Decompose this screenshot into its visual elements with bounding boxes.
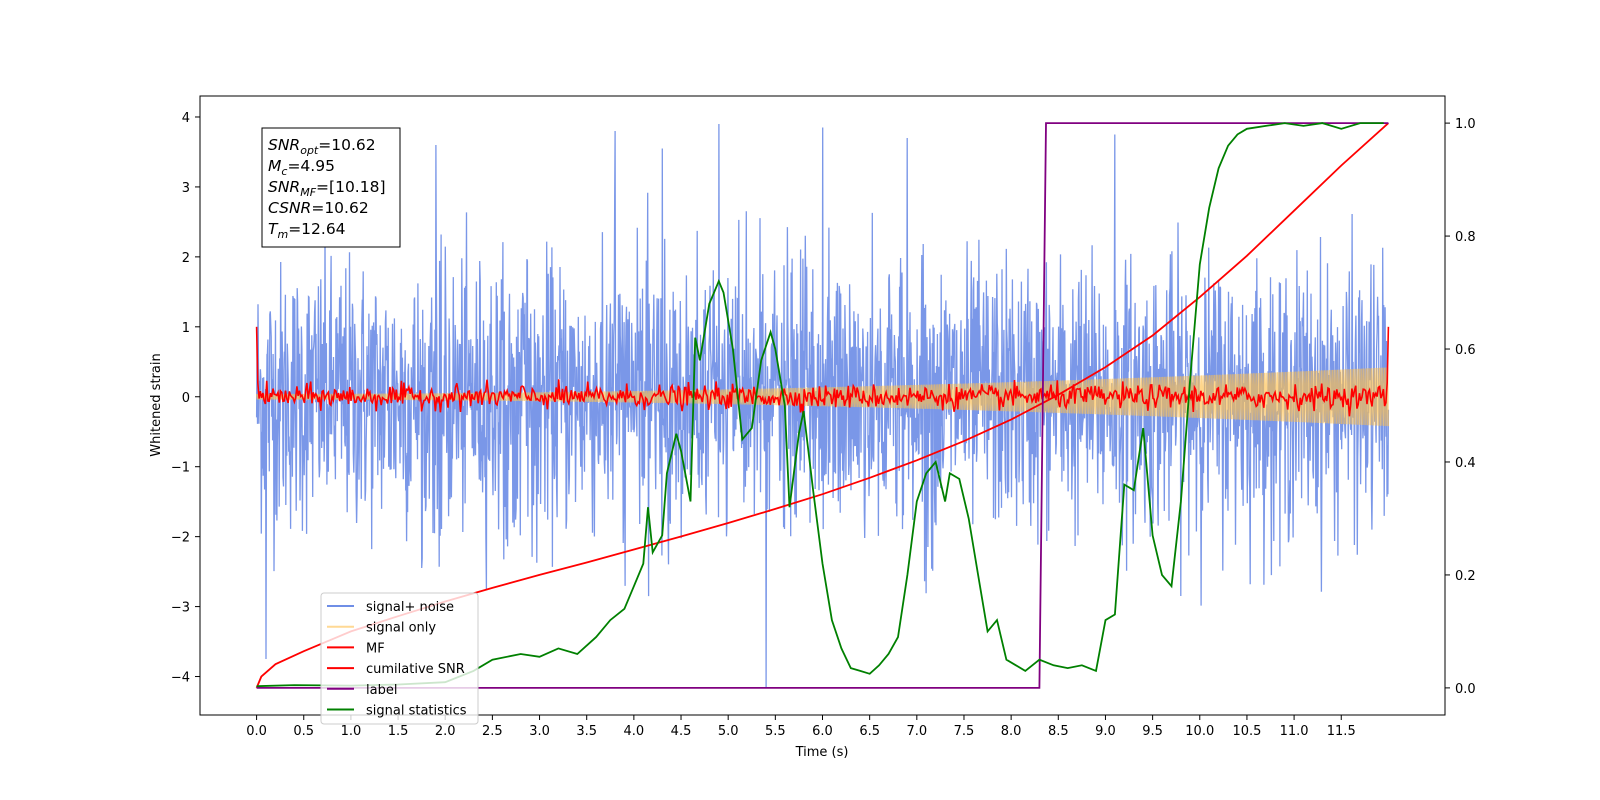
x-tick-label: 11.0: [1280, 724, 1309, 739]
x-tick-label: 4.5: [671, 724, 692, 739]
x-tick-label: 1.0: [341, 724, 362, 739]
y-tick-label-left: 1: [182, 321, 190, 336]
x-tick-label: 3.5: [576, 724, 597, 739]
series-mf: [255, 326, 1390, 417]
y-tick-label-left: 3: [182, 181, 190, 196]
y-tick-label-right: 0.0: [1455, 682, 1476, 697]
x-tick-label: 8.5: [1048, 724, 1069, 739]
series-label: [256, 122, 1389, 689]
info-line: Tm=12.64: [268, 220, 346, 241]
x-tick-label: 7.5: [954, 724, 975, 739]
y-tick-label-right: 0.6: [1455, 343, 1476, 358]
series-signal-noise: [255, 123, 1390, 688]
legend-label: cumilative SNR: [366, 662, 465, 677]
legend-frame: [320, 592, 479, 725]
x-tick-label: 5.5: [765, 724, 786, 739]
y-axis-label: Whitened strain: [149, 353, 164, 456]
x-tick-label: 6.0: [812, 724, 833, 739]
y-tick-label-right: 0.2: [1455, 569, 1476, 584]
legend-label: MF: [366, 641, 385, 656]
y-tick-label-left: −2: [171, 531, 190, 546]
legend-label: label: [366, 683, 397, 698]
info-line: SNRopt=10.62: [268, 136, 376, 157]
x-tick-label: 7.0: [906, 724, 927, 739]
x-tick-label: 8.0: [1001, 724, 1022, 739]
y-axis-right: 1.0 0.8 0.6 0.4 0.2 0.0: [1445, 117, 1476, 697]
x-tick-label: 2.0: [435, 724, 456, 739]
x-axis: 0.0 0.5 1.0 1.5 2.0 2.5 3.0 3.5 4.0 4.5 5.0 5.5 6.0 6…: [246, 715, 1356, 739]
y-tick-label-right: 0.8: [1455, 230, 1476, 245]
x-tick-label: 10.0: [1185, 724, 1214, 739]
legend-label: signal+ noise: [366, 600, 454, 615]
x-tick-label: 4.0: [624, 724, 645, 739]
y-tick-label-right: 0.4: [1455, 456, 1476, 471]
y-tick-label-left: 0: [182, 391, 190, 406]
x-tick-label: 5.0: [718, 724, 739, 739]
series-signal-statistics: [256, 122, 1384, 688]
y-tick-label-left: −3: [171, 601, 190, 616]
info-line: CSNR=10.62: [268, 199, 369, 217]
legend-label: signal statistics: [366, 704, 467, 719]
x-tick-label: 6.5: [859, 724, 880, 739]
info-line: Mc=4.95: [268, 157, 335, 178]
info-box-frame: [261, 127, 401, 248]
y-axis-left: 4 3 2 1 0 −1 −2 −3 −4: [171, 111, 200, 686]
series-signal-only: [256, 367, 1389, 427]
x-tick-label: 2.5: [482, 724, 503, 739]
x-tick-label: 3.0: [529, 724, 550, 739]
x-tick-label: 10.5: [1232, 724, 1261, 739]
x-tick-label: 11.5: [1327, 724, 1356, 739]
info-annotation-box: SNRopt=10.62Mc=4.95SNRMF=[10.18]CSNR=10.…: [261, 127, 401, 248]
x-tick-label: 9.0: [1095, 724, 1116, 739]
y-tick-label-left: −1: [171, 461, 190, 476]
y-tick-label-left: 2: [182, 251, 190, 266]
x-tick-label: 1.5: [388, 724, 409, 739]
x-tick-label: 9.5: [1142, 724, 1163, 739]
x-tick-label: 0.0: [246, 724, 267, 739]
legend-label: signal only: [366, 621, 436, 636]
y-tick-label-left: −4: [171, 671, 190, 686]
info-line: SNRMF=[10.18]: [268, 178, 386, 199]
y-tick-label-right: 1.0: [1455, 117, 1476, 132]
x-tick-label: 0.5: [293, 724, 314, 739]
legend: signal+ noise signal only MF cumilative SNR…: [320, 592, 479, 725]
y-tick-label-left: 4: [182, 111, 190, 126]
x-axis-label: Time (s): [795, 745, 849, 760]
